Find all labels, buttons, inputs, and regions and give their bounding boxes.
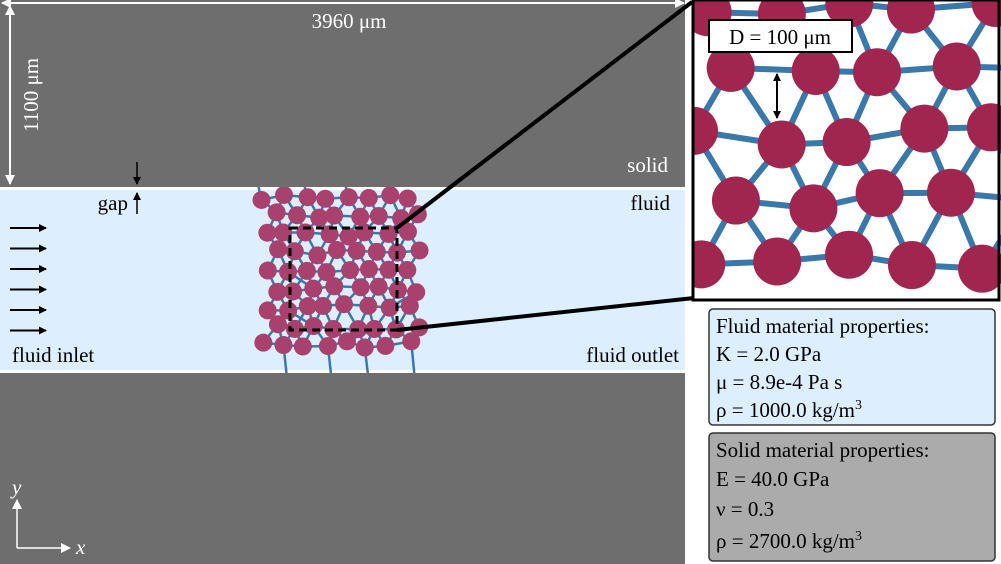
- particle: [823, 118, 871, 166]
- particle: [753, 237, 801, 285]
- particle: [325, 207, 343, 225]
- gap-label: gap: [98, 191, 128, 215]
- particle: [370, 278, 388, 296]
- particle: [356, 339, 374, 357]
- solid-property: ν = 0.3: [716, 497, 774, 521]
- particle: [411, 241, 429, 259]
- solid-properties-title: Solid material properties:: [716, 438, 929, 462]
- particle: [298, 262, 316, 280]
- particle: [269, 315, 287, 333]
- particle: [900, 105, 948, 153]
- particle: [360, 260, 378, 278]
- particle: [712, 177, 760, 225]
- particle: [338, 332, 356, 350]
- particle: [370, 207, 388, 225]
- particle: [259, 262, 277, 280]
- particle: [376, 337, 394, 355]
- particle: [254, 334, 272, 352]
- x-axis-label: x: [75, 535, 86, 559]
- height-label: 1100 μm: [19, 58, 43, 132]
- particle: [401, 297, 419, 315]
- particle: [933, 43, 981, 91]
- particle: [758, 120, 806, 168]
- particle: [360, 189, 378, 207]
- particle: [888, 241, 936, 289]
- particle: [253, 191, 271, 209]
- particle: [825, 231, 873, 279]
- particle: [927, 169, 975, 217]
- solid-label: solid: [627, 153, 668, 177]
- outlet-label: fluid outlet: [586, 343, 679, 367]
- particle: [305, 317, 323, 335]
- particle: [792, 47, 840, 95]
- density-text: ρ = 2700.0 kg/m: [716, 529, 855, 553]
- width-label: 3960 μm: [312, 9, 387, 33]
- density-sup: 3: [855, 398, 862, 413]
- density-sup: 3: [855, 529, 862, 544]
- particle: [274, 336, 292, 354]
- particle: [308, 246, 326, 264]
- particle: [789, 184, 837, 232]
- particle: [314, 297, 332, 315]
- particle: [279, 263, 297, 281]
- particle: [319, 337, 337, 355]
- density-text: ρ = 1000.0 kg/m: [716, 398, 855, 422]
- particle: [269, 240, 287, 258]
- particle: [341, 261, 359, 279]
- particle: [355, 223, 373, 241]
- particle: [288, 206, 306, 224]
- particle: [853, 48, 901, 96]
- fluid-property: ρ = 1000.0 kg/m3: [716, 398, 862, 422]
- particle: [402, 332, 420, 350]
- fluid-property: K = 2.0 GPa: [716, 342, 822, 366]
- diameter-label: D = 100 μm: [729, 25, 831, 49]
- particle: [268, 203, 286, 221]
- particle: [284, 282, 302, 300]
- particle: [294, 337, 312, 355]
- particle: [325, 277, 343, 295]
- particle: [351, 208, 369, 226]
- particle: [296, 223, 314, 241]
- fluid-label: fluid: [630, 191, 670, 215]
- particle: [275, 186, 293, 204]
- solid-property: E = 40.0 GPa: [716, 467, 830, 491]
- particle: [299, 188, 317, 206]
- fluid-property: μ = 8.9e-4 Pa s: [716, 370, 842, 394]
- particle: [380, 261, 398, 279]
- particle: [316, 190, 334, 208]
- particle: [368, 243, 386, 261]
- particle: [335, 295, 353, 313]
- particle: [359, 297, 377, 315]
- y-axis-label: y: [10, 475, 22, 499]
- particle: [856, 169, 904, 217]
- particle: [398, 261, 416, 279]
- particle: [304, 280, 322, 298]
- particle: [399, 189, 417, 207]
- solid-property: ρ = 2700.0 kg/m3: [716, 529, 862, 553]
- particle: [268, 283, 286, 301]
- fluid-properties-title: Fluid material properties:: [716, 314, 929, 338]
- particle: [381, 186, 399, 204]
- particle: [258, 224, 276, 242]
- solid-bottom: [0, 373, 685, 564]
- inlet-label: fluid inlet: [12, 343, 94, 367]
- particle: [340, 188, 358, 206]
- particle: [328, 241, 346, 259]
- particle: [352, 278, 370, 296]
- particle: [348, 242, 366, 260]
- figure: D = 100 μm 3960 μm 1100 μm solid fluid f…: [0, 0, 1001, 564]
